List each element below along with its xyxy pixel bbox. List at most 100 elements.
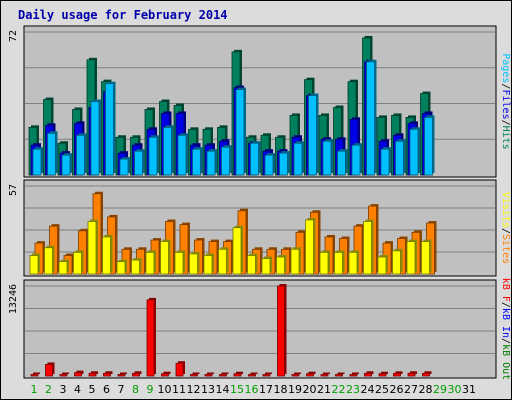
x-tick-label-day-27: 27 [404,383,418,396]
bar-kbytes-kb-f-day-14-shadow [221,372,229,374]
bar-sites-visits-visits-day-2 [44,245,55,275]
bar-sites-visits-visits-day-19-face [290,248,300,275]
bar-hits-files-pages-pages-day-4 [76,133,87,176]
bar-hits-files-pages-pages-day-21 [322,139,333,176]
bar-kbytes-kb-f-day-22-shadow [337,372,345,374]
bar-kbytes-kb-f-day-13-shadow [207,372,214,374]
x-tick-label-day-15: 15 [230,383,244,396]
bar-sites-visits-visits-day-17 [261,256,272,275]
bar-sites-visits-visits-day-8-face [131,259,140,275]
bar-sites-visits-visits-day-20-face [305,219,314,275]
bar-kbytes-kb-f-day-19-shadow [294,372,301,374]
bar-kbytes-kb-f-day-8-face [132,372,140,377]
bar-hits-files-pages-pages-day-5 [90,99,101,176]
bar-sites-visits-visits-day-23 [348,250,359,275]
bar-hits-files-pages-pages-day-24 [366,59,377,176]
bar-sites-visits-visits-day-16 [247,253,258,275]
bar-sites-visits-visits-day-5 [87,219,98,275]
bar-hits-files-pages-pages-day-14 [221,145,232,176]
bar-kbytes-kb-f-day-17-shadow [265,372,272,374]
bar-sites-visits-visits-day-27-face [406,241,416,275]
bar-hits-files-pages-pages-day-20 [308,93,319,176]
bar-kbytes-kb-f-day-22-face [335,374,343,377]
bar-hits-files-pages-pages-day-28-face [424,117,433,176]
bar-kbytes-kb-f-day-4 [74,370,84,377]
bar-sites-visits-visits-day-25 [377,255,388,275]
bar-hits-files-pages-pages-day-8 [134,149,145,176]
panel-sites-visits: 57 Visits/Sites [8,179,511,277]
legend-entry: / [500,302,511,308]
bar-kbytes-kb-f-day-6-shadow [105,371,113,374]
bar-hits-files-pages-pages-day-26-face [395,140,404,176]
bar-kbytes-kb-f-day-14-face [219,374,227,377]
bar-kbytes-kb-f-day-5-shadow [91,371,98,374]
bar-sites-visits-visits-day-24-face [363,221,372,275]
x-tick-label-day-24: 24 [361,383,375,396]
panel-sites-visits-ymax-label: 57 [8,184,19,196]
x-tick-label-day-17: 17 [259,383,273,396]
bar-sites-visits-visits-day-22-face [334,251,343,275]
legend-entry: / [500,338,511,344]
legend-entry: kB In [500,308,511,338]
legend-entry: Files [500,89,511,119]
bar-kbytes-kb-f-day-3-face [59,374,68,377]
bar-sites-visits-visits-day-15-face [232,227,242,275]
bar-kbytes-kb-f-day-26-face [393,372,401,377]
bar-sites-visits-visits-day-28-face [421,241,430,275]
bar-kbytes-kb-f-day-28-shadow [424,371,432,374]
bar-hits-files-pages-pages-day-17 [264,153,275,176]
bar-hits-files-pages-pages-day-20-face [308,95,317,176]
bar-kbytes-kb-f-day-14 [219,372,229,377]
bar-sites-visits-visits-day-10-face [160,241,169,275]
bar-sites-visits-visits-day-14 [218,247,229,275]
bar-kbytes-kb-f-day-6-face [103,372,111,377]
bar-sites-visits-visits-day-12 [189,251,200,275]
bar-sites-visits-visits-day-26 [392,248,403,275]
bar-hits-files-pages-pages-day-6-face [105,83,114,176]
bar-kbytes-kb-f-day-19 [291,372,301,377]
bar-hits-files-pages-pages-day-6 [105,81,116,176]
bar-sites-visits-visits-day-26-face [392,250,401,275]
bar-sites-visits-visits-day-3 [58,259,69,275]
bar-hits-files-pages-pages-day-5-face [90,101,100,176]
bar-sites-visits-visits-day-15 [232,225,243,275]
bar-kbytes-kb-f-day-16-face [248,374,256,377]
bar-hits-files-pages-pages-day-3-face [61,154,71,176]
bar-kbytes-kb-f-day-9-face [146,299,155,377]
bar-kbytes-kb-f-day-21-face [320,374,329,377]
bar-sites-visits-visits-day-2-face [44,247,53,275]
bar-sites-visits-visits-day-27 [406,239,417,275]
bar-kbytes-kb-f-day-2-face [45,364,53,377]
x-tick-label-day-4: 4 [74,383,81,396]
bar-hits-files-pages-pages-day-22 [337,149,348,176]
bar-hits-files-pages-pages-day-11-face [177,134,187,176]
bar-sites-visits-visits-day-3-face [58,261,68,275]
bar-kbytes-kb-f-day-4-face [74,372,82,377]
bar-hits-files-pages-pages-day-22-face [337,150,346,176]
panel-hits-files-pages-ymax-label: 72 [8,30,19,42]
legend-entry: Hits [500,126,511,150]
bar-sites-visits-visits-day-7-face [116,261,126,275]
x-tick-label-day-23: 23 [346,383,360,396]
bar-kbytes-kb-f-day-21 [320,372,330,377]
bar-sites-visits-visits-day-8 [131,258,142,275]
bar-kbytes-kb-f-day-8 [132,371,142,377]
bar-sites-visits-visits-day-12-face [189,253,198,275]
bar-hits-files-pages-pages-day-1 [32,147,43,176]
bar-sites-visits-visits-day-16-face [247,255,256,275]
bar-kbytes-kb-f-day-17-face [262,374,271,377]
x-tick-label-day-16: 16 [245,383,259,396]
bar-kbytes-kb-f-day-15-face [233,373,242,377]
bar-sites-visits-visits-day-6 [102,234,113,275]
bar-kbytes-kb-f-day-3-shadow [62,372,69,374]
bar-hits-files-pages-pages-day-28 [424,115,435,176]
bar-hits-files-pages-pages-day-25 [380,147,391,176]
panel-kbytes-plot-area [23,279,497,379]
bar-sites-visits-visits-day-13 [203,253,214,275]
legend-entry: kB Out [500,344,511,380]
bar-kbytes-kb-f-day-23-shadow [352,372,359,374]
x-tick-label-day-30: 30 [448,383,462,396]
bar-kbytes-kb-f-day-21-shadow [323,372,330,374]
bar-sites-visits-visits-day-17-face [261,258,271,275]
bar-hits-files-pages-pages-day-13-face [206,150,216,176]
